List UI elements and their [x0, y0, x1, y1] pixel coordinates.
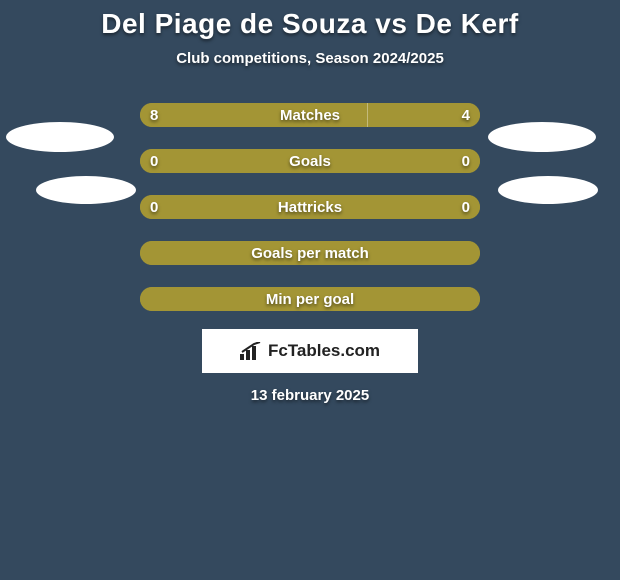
bar-track: 0 0 Goals [140, 149, 480, 173]
bar-track: 0 0 Hattricks [140, 195, 480, 219]
bar-left [140, 195, 480, 219]
bar-track: Min per goal [140, 287, 480, 311]
comparison-title: Del Piage de Souza vs De Kerf [0, 0, 620, 40]
infographic-date: 13 february 2025 [0, 387, 620, 404]
stat-row-min-per-goal: Min per goal [0, 287, 620, 311]
stat-right-value: 4 [452, 103, 480, 127]
stat-row-goals-per-match: Goals per match [0, 241, 620, 265]
bar-track: Goals per match [140, 241, 480, 265]
stat-row-hattricks: 0 0 Hattricks [0, 195, 620, 219]
stat-left-value: 0 [140, 195, 168, 219]
logo-text: FcTables.com [268, 341, 380, 361]
chart-icon [240, 342, 262, 360]
comparison-subtitle: Club competitions, Season 2024/2025 [0, 50, 620, 67]
stat-left-value: 0 [140, 149, 168, 173]
bar-track: 8 4 Matches [140, 103, 480, 127]
bar-left [140, 241, 480, 265]
bar-left [140, 287, 480, 311]
stat-left-value: 8 [140, 103, 168, 127]
bar-left [140, 149, 480, 173]
stat-right-value: 0 [452, 195, 480, 219]
stat-right-value: 0 [452, 149, 480, 173]
bar-left [140, 103, 367, 127]
fctables-logo: FcTables.com [202, 329, 418, 373]
stat-row-goals: 0 0 Goals [0, 149, 620, 173]
stat-row-matches: 8 4 Matches [0, 103, 620, 127]
